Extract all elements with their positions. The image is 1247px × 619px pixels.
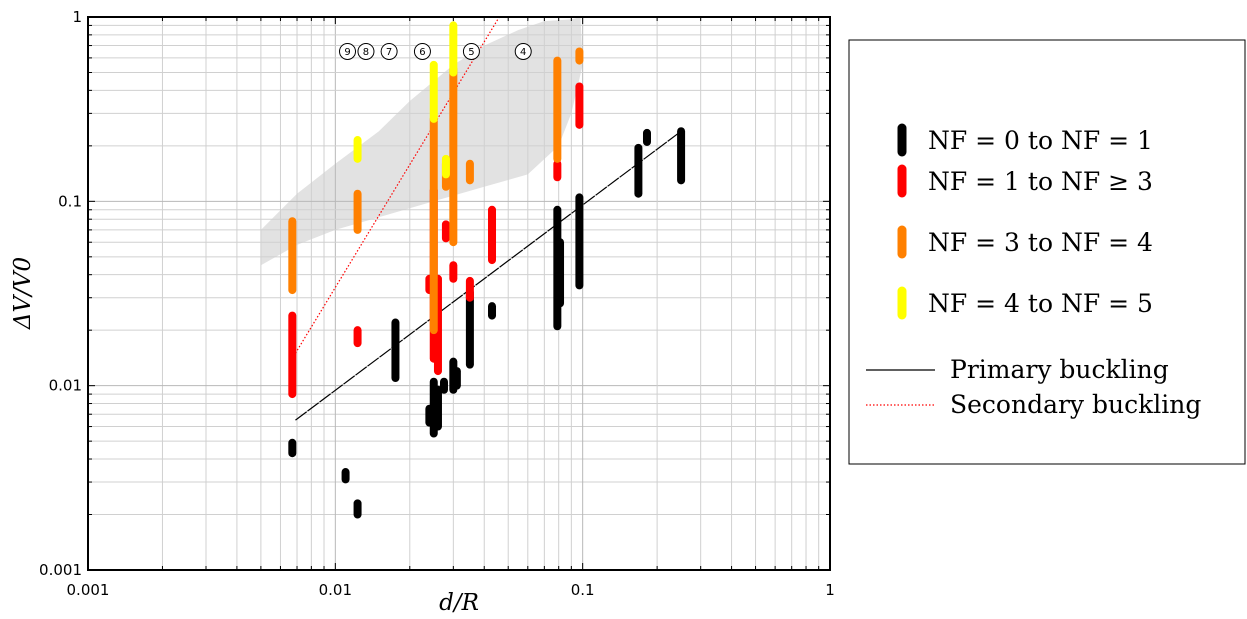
legend-label-nf0: NF = 0 to NF = 1 (928, 126, 1153, 155)
annotation-label: 9 (344, 47, 350, 58)
data-segments-layer (288, 21, 686, 519)
annotation-circle (514, 42, 532, 60)
annotation-circle (339, 42, 357, 60)
annotation-layer: 9 8 7 6 5 4 (339, 42, 532, 60)
x-axis-label: d/R (439, 590, 479, 616)
x-tick-label: 0.1 (571, 581, 595, 599)
plot-frame (87, 16, 831, 571)
legend-label-nf4: NF = 4 to NF = 5 (928, 289, 1153, 318)
shaded-region (260, 17, 583, 266)
x-tick-label: 0.01 (319, 581, 352, 599)
annotation-label: 8 (363, 47, 369, 58)
x-tick-label: 0.001 (67, 581, 110, 599)
tick-marks-layer (87, 17, 830, 571)
legend: NF = 0 to NF = 1 NF = 1 to NF ≥ 3 NF = 3… (848, 39, 1246, 465)
y-tick-label: 0.01 (49, 377, 82, 395)
legend-label-nf3: NF = 3 to NF = 4 (928, 228, 1153, 257)
annotation-label: 4 (520, 47, 526, 58)
tick-labels-layer: 0.001 0.01 0.1 1 0.001 0.01 0.1 1 (39, 8, 835, 599)
legend-label-secondary: Secondary buckling (950, 390, 1201, 419)
legend-label-nf1: NF = 1 to NF ≥ 3 (928, 167, 1153, 196)
annotation-circle (462, 42, 480, 60)
annotation-circle (357, 42, 375, 60)
legend-label-primary: Primary buckling (950, 355, 1169, 384)
buckling-lines-layer (294, 16, 682, 421)
y-tick-label: 0.001 (39, 561, 82, 579)
primary-buckling-line (295, 130, 682, 421)
annotation-circle (413, 42, 431, 60)
secondary-buckling-line (294, 16, 500, 354)
legend-box (848, 39, 1246, 465)
annotation-label: 5 (468, 47, 474, 58)
grid-layer (88, 17, 830, 570)
y-tick-label: 0.1 (58, 192, 82, 210)
x-tick-label: 1 (825, 581, 835, 599)
shaded-band-layer (260, 17, 583, 266)
annotation-circle (380, 42, 398, 60)
y-axis-label: ΔV/V0 (10, 257, 36, 330)
annotation-label: 7 (386, 47, 392, 58)
y-tick-label: 1 (72, 8, 82, 26)
annotation-label: 6 (419, 47, 425, 58)
